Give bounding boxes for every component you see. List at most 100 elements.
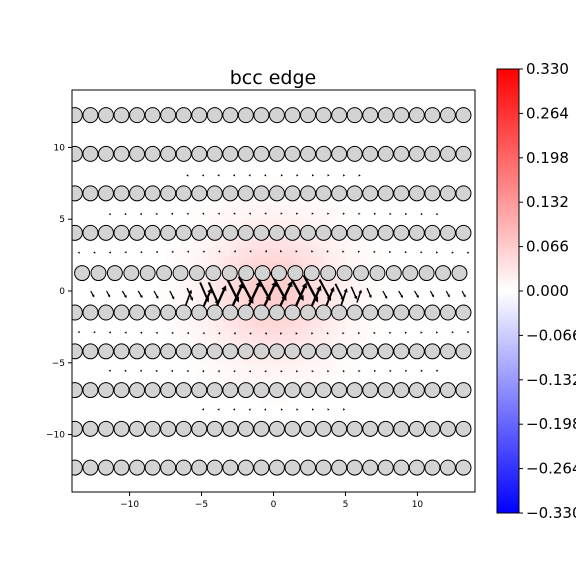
heatmap-cell: [273, 197, 282, 206]
heatmap-cell: [273, 362, 282, 371]
displacement-arrow: [218, 250, 221, 253]
displacement-arrow: [350, 286, 358, 300]
atom-marker: [113, 107, 130, 124]
heatmap-cell: [280, 305, 289, 314]
displacement-arrow: [201, 408, 204, 411]
heatmap-cell: [287, 291, 296, 299]
arrow-head: [327, 174, 330, 177]
atom-marker: [206, 420, 223, 437]
heatmap-cell: [172, 291, 181, 299]
heatmap-cell: [287, 204, 296, 213]
heatmap-cell: [266, 176, 275, 184]
heatmap-cell: [266, 377, 275, 385]
heatmap-cell: [316, 255, 325, 263]
heatmap-cell: [295, 212, 303, 220]
arrow-head: [232, 174, 236, 177]
heatmap-cell: [215, 240, 224, 249]
heatmap-cell: [280, 212, 289, 220]
arrow-shaft: [356, 291, 362, 303]
arrow-shaft: [398, 290, 403, 298]
atom-marker: [113, 185, 130, 202]
displacement-arrow: [311, 370, 314, 373]
heatmap-cell: [259, 219, 267, 228]
heatmap-cell: [215, 377, 224, 385]
heatmap-cell: [201, 204, 210, 213]
heatmap-cell: [266, 369, 275, 378]
heatmap-cell: [266, 276, 275, 285]
arrow-head: [296, 212, 299, 215]
displacement-arrow: [264, 370, 267, 373]
atom-marker: [451, 265, 468, 282]
arrow-head: [311, 332, 314, 335]
heatmap-cell: [331, 319, 339, 328]
displacement-arrow: [327, 370, 330, 373]
atom-marker: [175, 185, 192, 202]
heatmap-cell: [266, 298, 275, 306]
atom-marker: [254, 265, 271, 282]
heatmap-cell: [215, 326, 224, 335]
heatmap-cell: [280, 262, 289, 271]
arrow-head: [405, 212, 408, 216]
arrow-head: [108, 331, 111, 334]
heatmap-cell: [201, 247, 210, 256]
atom-marker: [408, 343, 425, 360]
arrow-shaft: [121, 290, 127, 298]
arrow-head: [207, 288, 212, 294]
arrow-head: [420, 212, 423, 216]
atom-marker: [206, 343, 223, 360]
arrow-head: [139, 295, 143, 299]
heatmap-cell: [316, 334, 325, 342]
heatmap-cell: [244, 219, 253, 228]
arrow-head: [311, 370, 314, 373]
displacement-arrow: [373, 331, 376, 335]
heatmap-cell: [273, 326, 282, 335]
atom-marker: [424, 343, 441, 360]
atom-marker: [284, 145, 301, 162]
heatmap-cell: [302, 247, 311, 256]
heatmap-cell: [331, 212, 339, 220]
atom-marker: [253, 224, 270, 241]
arrow-shaft: [382, 290, 387, 298]
heatmap-cell: [244, 362, 253, 371]
heatmap-cell: [352, 219, 361, 228]
displacement-arrow: [124, 369, 127, 372]
y-tick-label: −10: [46, 431, 65, 441]
arrow-head: [389, 212, 392, 216]
heatmap-cell: [165, 262, 174, 271]
atom-marker: [346, 304, 363, 321]
atom-marker: [455, 145, 472, 162]
heatmap-cell: [302, 291, 311, 299]
heatmap-cell: [295, 341, 303, 350]
heatmap-cell: [237, 204, 246, 213]
heatmap-cell: [237, 377, 246, 385]
arrow-head: [77, 251, 80, 254]
arrow-head: [170, 212, 174, 215]
heatmap-cell: [215, 369, 224, 378]
displacement-arrow: [77, 251, 80, 254]
atom-marker: [439, 382, 456, 399]
x-tick-label: 0: [271, 500, 277, 510]
arrow-head: [170, 369, 174, 373]
heatmap-cell: [172, 283, 181, 292]
atom-marker: [408, 459, 425, 476]
displacement-arrow: [343, 408, 346, 411]
arrow-head: [400, 295, 404, 299]
heatmap-cell: [237, 319, 246, 328]
arrow-head: [233, 370, 236, 373]
atom-marker: [221, 265, 238, 282]
heatmap-cell: [367, 247, 375, 256]
atom-marker: [303, 265, 320, 282]
heatmap-cell: [316, 291, 325, 299]
x-tick-label: −10: [120, 500, 139, 510]
heatmap-cell: [367, 283, 375, 292]
heatmap-cell: [187, 312, 195, 321]
heatmap-cell: [223, 247, 231, 256]
heatmap-cell: [179, 319, 188, 328]
arrow-head: [451, 331, 454, 334]
displacement-arrow: [445, 290, 450, 298]
heatmap-cell: [208, 355, 217, 364]
heatmap-cell: [237, 240, 246, 249]
atom-marker: [300, 145, 317, 162]
colorbar-tick-label: 0.066: [526, 238, 569, 256]
heatmap-cell: [280, 398, 289, 407]
